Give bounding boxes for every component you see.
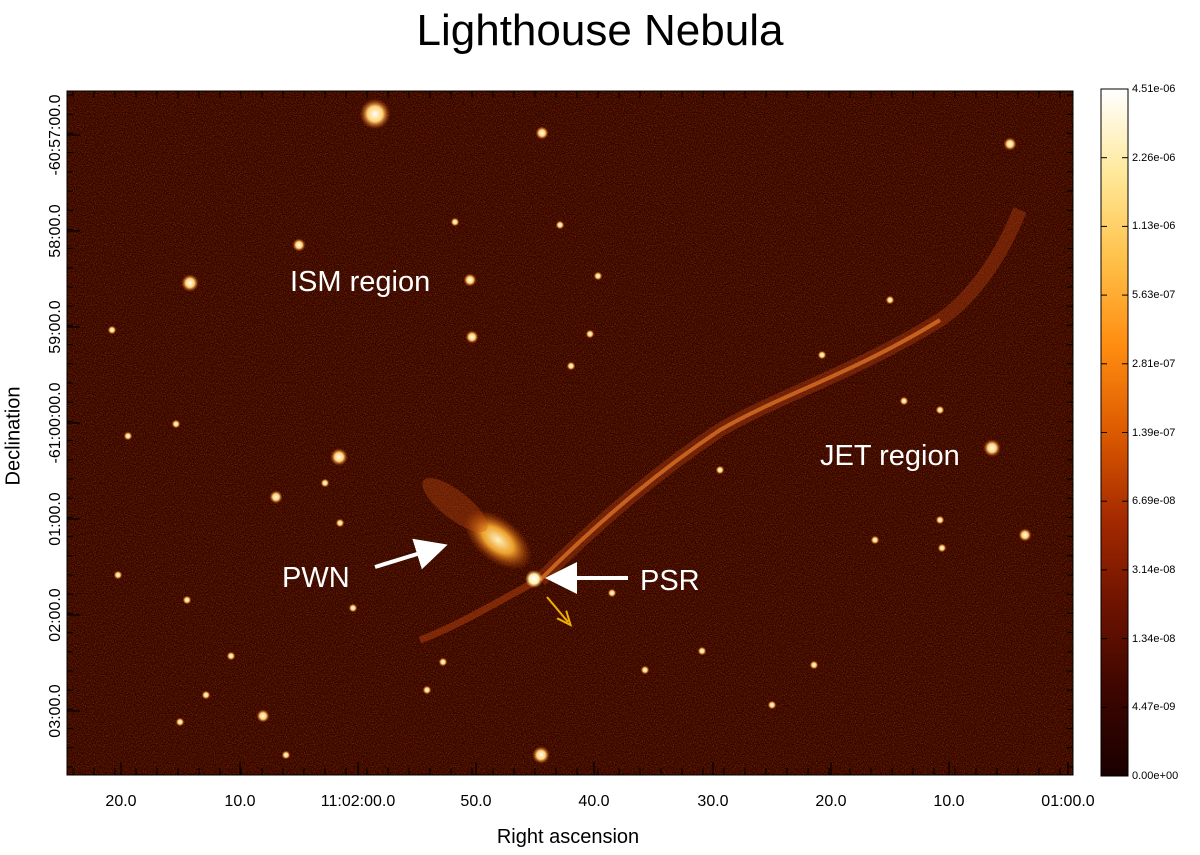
image-frame [66, 90, 1074, 776]
y-tick-label: 59:00.0 [47, 300, 64, 354]
colorbar-ticks [1101, 88, 1128, 777]
x-tick-label: 20.0 [815, 793, 847, 810]
point-source [113, 570, 123, 580]
point-source [348, 603, 358, 613]
point-source [885, 295, 895, 305]
point-source [983, 439, 1001, 457]
point-source [715, 465, 725, 475]
colorbar-label: 6.69e-08 [1132, 495, 1176, 508]
point-source [1003, 137, 1017, 151]
colorbar-label: 4.47e-09 [1132, 701, 1176, 714]
colorbar-label: 2.81e-07 [1132, 357, 1176, 370]
point-source [463, 273, 477, 287]
pwn-halo [422, 478, 488, 532]
y-tick-label: 01:00.0 [47, 492, 64, 546]
point-source [532, 746, 550, 764]
colorbar-label: 1.34e-08 [1132, 632, 1176, 645]
x-tick-label: 10.0 [933, 793, 965, 810]
y-tick-label: 58:00.0 [47, 204, 64, 258]
point-source [269, 490, 283, 504]
point-source [640, 665, 650, 675]
colorbar-label: 3.14e-08 [1132, 563, 1176, 576]
point-source [175, 717, 185, 727]
point-source [281, 750, 291, 760]
point-source [422, 685, 432, 695]
point-source [585, 329, 595, 339]
point-source [697, 646, 707, 656]
x-tick-label: 10.0 [224, 793, 256, 810]
colorbar-label: 4.51e-06 [1132, 83, 1176, 95]
point-source [201, 690, 211, 700]
point-source [123, 431, 133, 441]
point-source [566, 361, 576, 371]
xray-image [67, 91, 1073, 775]
pulsar-source [525, 570, 543, 588]
colorbar-label: 5.63e-07 [1132, 289, 1176, 302]
y-axis-ticks [67, 94, 1073, 768]
x-tick-label: 20.0 [105, 793, 137, 810]
y-tick-label: 03:00.0 [47, 684, 64, 738]
point-source [450, 217, 460, 227]
colorbar-label: 2.26e-06 [1132, 151, 1176, 164]
point-source [256, 709, 270, 723]
point-source [171, 419, 181, 429]
point-source [465, 330, 479, 344]
point-source [320, 478, 330, 488]
point-source [107, 325, 117, 335]
pwn-label: PWN [282, 562, 350, 594]
x-tick-label: 50.0 [460, 793, 492, 810]
jet-filament [538, 318, 942, 582]
point-source [870, 535, 880, 545]
point-source [817, 350, 827, 360]
point-sources [107, 98, 1032, 764]
point-source [935, 405, 945, 415]
pwn-blob [463, 509, 533, 571]
point-source [292, 238, 306, 252]
y-tick-label: 02:00.0 [47, 588, 64, 642]
point-source [335, 518, 345, 528]
jet-region-label: JET region [820, 440, 960, 472]
x-axis-ticks [72, 91, 1069, 775]
pwn-arrow [374, 538, 448, 570]
point-source [226, 651, 236, 661]
figure-title: Lighthouse Nebula [416, 6, 784, 55]
proper-motion-arrow [546, 596, 568, 622]
point-source [767, 700, 777, 710]
point-source [330, 448, 348, 466]
point-source [899, 396, 909, 406]
psr-label: PSR [640, 565, 700, 597]
y-tick-label: -61:00:00.0 [47, 382, 64, 464]
point-source [535, 126, 549, 140]
point-source [181, 274, 199, 292]
point-source [607, 588, 617, 598]
image-noise [67, 91, 1073, 775]
point-source [809, 660, 819, 670]
x-tick-label: 11:02:00.0 [320, 793, 396, 810]
x-tick-label: 40.0 [578, 793, 610, 810]
point-source [593, 271, 603, 281]
x-axis-label: Right ascension [496, 826, 640, 848]
point-source [935, 515, 945, 525]
x-tick-label: 30.0 [697, 793, 729, 810]
point-source [182, 595, 192, 605]
counter-filament [418, 578, 537, 644]
y-axis-label: Declination [2, 386, 25, 486]
point-source [937, 543, 947, 553]
point-source [359, 98, 391, 130]
point-source [1018, 528, 1032, 542]
colorbar-label: 1.39e-07 [1132, 426, 1176, 439]
x-tick-label: 01:00.0 [1041, 793, 1095, 810]
y-tick-label: -60:57:00.0 [47, 94, 64, 176]
point-source [438, 657, 448, 667]
ism-region-label: ISM region [290, 266, 431, 298]
point-source [555, 220, 565, 230]
colorbar-label: 0.00e+00 [1132, 770, 1179, 782]
colorbar-label: 1.13e-06 [1132, 220, 1176, 233]
